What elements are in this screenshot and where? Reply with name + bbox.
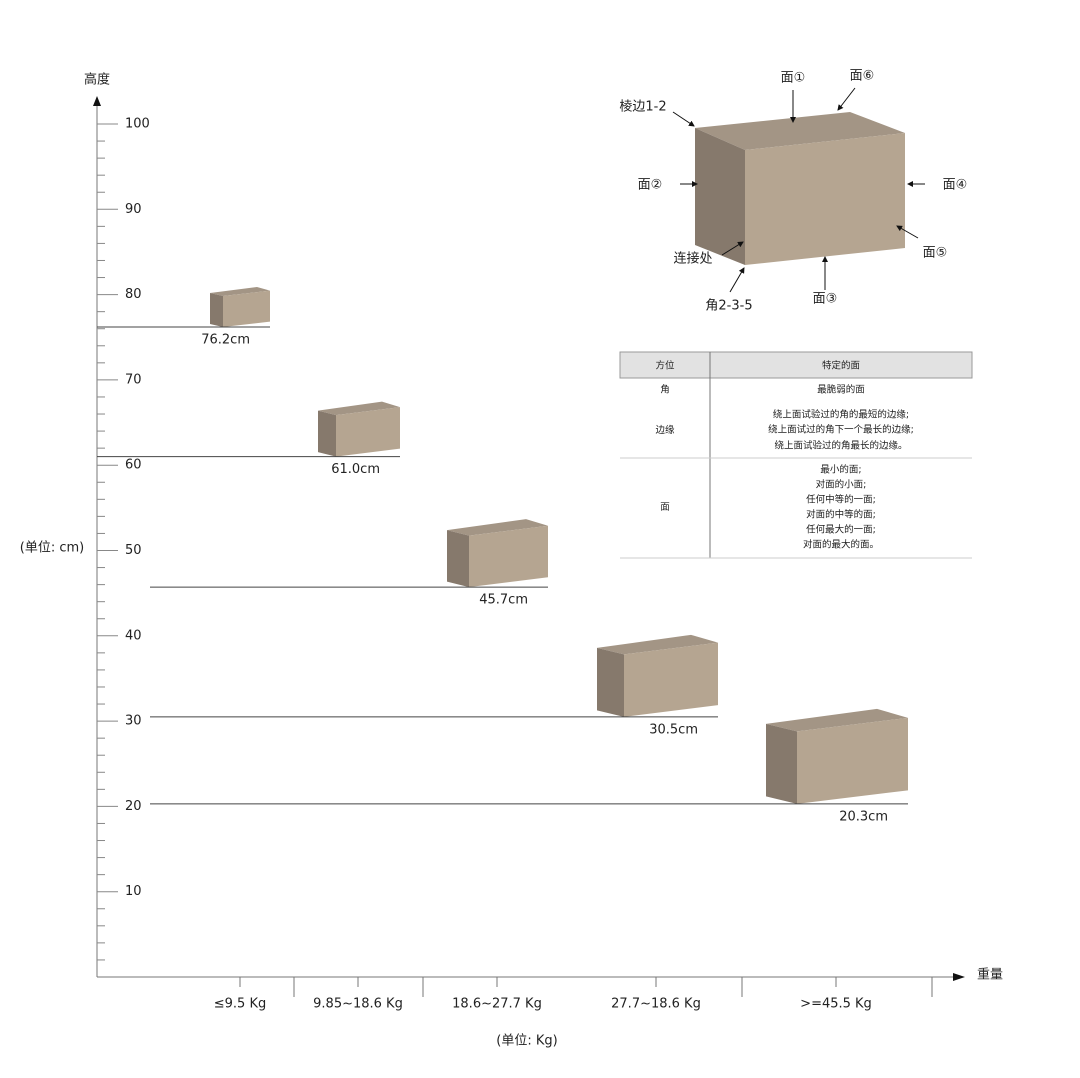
table-header: 特定的面 xyxy=(822,360,860,372)
box-front xyxy=(336,407,400,457)
x-axis-label: 重量 xyxy=(977,967,1003,983)
table xyxy=(619,351,973,559)
diagram-label: 面① xyxy=(781,71,806,86)
diagram-label: 面④ xyxy=(943,178,968,193)
drop-box xyxy=(318,401,400,457)
box-side xyxy=(318,410,336,457)
x-tick-label: >=45.5 Kg xyxy=(800,997,872,1012)
y-arrow xyxy=(93,96,101,106)
box-top xyxy=(597,634,718,655)
y-tick-label: 50 xyxy=(125,543,142,558)
table-cell: 绕上面试验过的角最长的边缘。 xyxy=(774,440,907,452)
table-cell: 角 xyxy=(660,384,670,396)
diagram-label: 面② xyxy=(638,178,663,193)
y-tick-label: 40 xyxy=(125,628,142,643)
table-cell: 对面的最大的面。 xyxy=(803,539,879,551)
y-tick-label: 10 xyxy=(125,884,142,899)
drop-box xyxy=(210,287,270,328)
drop-box xyxy=(597,634,718,717)
value-label: 45.7cm xyxy=(479,593,528,608)
table-cell: 对面的中等的面; xyxy=(806,509,876,521)
diagram-label: 面⑤ xyxy=(923,246,948,261)
box-front xyxy=(469,525,548,588)
table-cell: 最小的面; xyxy=(820,464,861,476)
x-tick-label: 18.6~27.7 Kg xyxy=(452,997,542,1012)
table-cell: 边缘 xyxy=(655,424,675,436)
y-tick-label: 80 xyxy=(125,287,142,302)
box-top xyxy=(318,401,400,416)
y-axis-label: 高度 xyxy=(84,72,110,88)
box-top xyxy=(210,287,270,297)
x-arrow xyxy=(953,973,965,981)
table-cell: 面 xyxy=(660,502,670,513)
y-tick-label: 60 xyxy=(125,458,142,473)
diagram-label: 棱边1-2 xyxy=(619,99,666,115)
value-label: 61.0cm xyxy=(331,462,380,477)
box-side xyxy=(447,530,469,588)
y-tick-label: 20 xyxy=(125,799,142,814)
diagram-label: 面③ xyxy=(813,292,838,307)
box-side xyxy=(597,647,624,717)
box-top xyxy=(766,708,908,732)
table-header: 方位 xyxy=(655,360,675,372)
table-cell: 绕上面试验过的角的最短的边缘; xyxy=(773,409,909,421)
diagram-label: 面⑥ xyxy=(850,69,875,84)
diagram-label: 角2-3-5 xyxy=(705,299,752,314)
value-label: 76.2cm xyxy=(201,333,250,348)
box-front xyxy=(223,290,270,328)
box-top xyxy=(447,519,548,536)
x-tick-label: 9.85~18.6 Kg xyxy=(313,997,403,1012)
x-tick-label: ≤9.5 Kg xyxy=(214,997,266,1012)
table-cell: 任何中等的一面; xyxy=(806,494,876,506)
y-tick-label: 30 xyxy=(125,714,142,729)
separators xyxy=(239,977,933,997)
x-tick-label: 27.7~18.6 Kg xyxy=(611,997,701,1012)
box-front xyxy=(797,717,908,804)
box-front xyxy=(624,642,718,717)
box-side xyxy=(210,293,223,328)
table-cell: 绕上面试过的角下一个最长的边缘; xyxy=(768,424,914,436)
table-cell: 任何最大的一面; xyxy=(806,524,876,536)
drop-box xyxy=(447,519,548,588)
value-label: 20.3cm xyxy=(839,809,888,824)
box-side xyxy=(766,723,797,804)
drop-box xyxy=(766,708,908,804)
diagram xyxy=(672,87,925,293)
value-label: 30.5cm xyxy=(649,722,698,737)
diagram-label: 连接处 xyxy=(673,251,712,267)
table-cell: 对面的小面; xyxy=(816,479,867,491)
y-tick-label: 100 xyxy=(125,117,150,132)
table-cell: 最脆弱的面 xyxy=(817,384,865,396)
y-tick-label: 90 xyxy=(125,202,142,217)
y-unit-label: (单位: cm) xyxy=(20,541,84,556)
y-tick-label: 70 xyxy=(125,372,142,387)
x-unit-label: (单位: Kg) xyxy=(496,1034,557,1049)
